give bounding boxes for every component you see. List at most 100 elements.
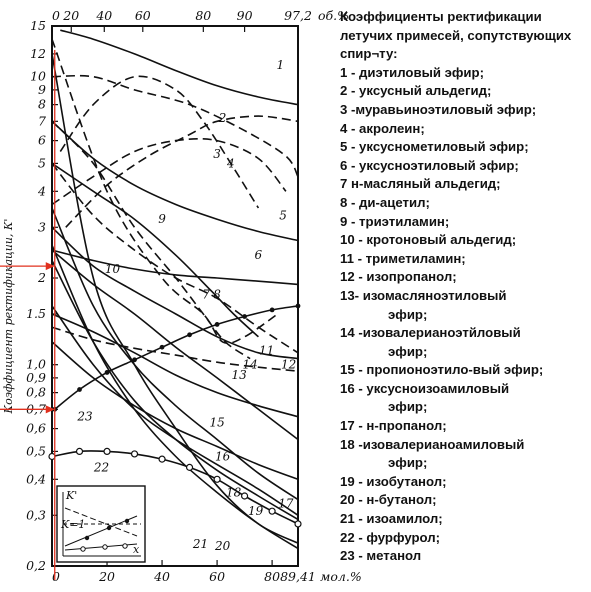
series-22-line [51, 450, 299, 525]
series-23-line [54, 305, 299, 410]
series-17-line [51, 207, 299, 501]
series-7-label: 7 [202, 288, 210, 302]
bottom-axis-unit: мол.% [320, 569, 362, 584]
series-21-label: 21 [192, 537, 208, 551]
legend-item: 11 - триметиламин; [340, 250, 466, 266]
legend-item: 4 - акролеин; [340, 120, 425, 136]
series-11-line [51, 162, 299, 354]
x-tick-label-top-3: 60 [135, 8, 151, 23]
series-13-line [51, 326, 299, 372]
series-23-point-7 [242, 314, 247, 319]
series-22-point-1 [75, 447, 84, 455]
series-23-label: 23 [76, 410, 93, 424]
series-11-label: 11 [259, 344, 274, 358]
y-tick-label-13: 0,9 [26, 370, 46, 385]
series-12-line [51, 249, 299, 286]
series-9-line [51, 38, 279, 345]
x-tick-label-bottom-2: 40 [153, 569, 170, 584]
series-13-label: 13 [231, 368, 247, 382]
red-marker-arrow-0 [45, 262, 55, 271]
series-22-point-0 [48, 452, 56, 461]
y-tick-label-8: 4 [37, 183, 46, 198]
y-tick-label-9: 3 [38, 219, 46, 234]
series-2-line [65, 115, 299, 228]
series-12-label: 12 [281, 358, 296, 372]
legend-item: 5 - уксусноме­тиловый эфир; [340, 139, 529, 155]
legend-item: 21 - изоамилол; [340, 511, 443, 527]
legend-item: 2 - уксусный альдегид; [340, 83, 492, 99]
inset-open-point-0 [80, 546, 86, 552]
x-tick-label-top-5: 90 [237, 8, 253, 23]
y-tick-label-17: 0,5 [26, 443, 46, 458]
series-14-label: 14 [242, 358, 257, 372]
legend-item: эфир; [388, 343, 428, 359]
legend-item: 16 - уксусноизоамиловый [340, 380, 510, 396]
y-tick-label-14: 0,8 [26, 385, 46, 400]
series-23-point-4 [159, 344, 165, 350]
series-22-point-3 [130, 450, 139, 458]
inset-ref-label: K=1 [60, 518, 85, 531]
series-14-line [51, 249, 299, 441]
legend-item: 9 - триэтиламин; [340, 213, 450, 229]
x-tick-label-top-4: 80 [195, 8, 211, 23]
series-19-label: 19 [248, 504, 264, 518]
series-23-point-1 [77, 387, 82, 392]
legend-item: 18 -изовалерианоамиловый [340, 436, 525, 452]
series-21-line [51, 53, 299, 544]
legend-item: 20 - н-бутанол; [340, 492, 437, 508]
series-22-point-6 [213, 475, 221, 483]
series-1-label: 1 [277, 58, 285, 72]
inset-curve-1 [64, 507, 138, 537]
y-tick-label-18: 0,4 [26, 471, 46, 486]
series-4-line [51, 138, 287, 206]
series-15-line [51, 313, 299, 418]
legend-item: 12 - изопропанол; [340, 269, 457, 285]
legend-title: Коэффициенты ректификации летучих примес… [340, 9, 572, 62]
legend-item: 22 - фурфурол; [340, 529, 441, 545]
series-6-line [51, 120, 299, 242]
chart-legend: Коэффициенты ректификации летучих примес… [340, 8, 588, 566]
series-22-point-5 [185, 463, 194, 471]
y-tick-label-4: 8 [38, 97, 46, 112]
y-tick-label-2: 10 [30, 69, 46, 84]
legend-item: 1 - диэтиловый эфир; [340, 64, 484, 80]
legend-item: 7 н-масляный альдегид; [340, 176, 501, 192]
legend-item: 6 - уксусноэтиловый эфир; [340, 157, 519, 173]
red-marker-arrow-1 [45, 405, 55, 414]
y-tick-label-10: 2 [37, 270, 46, 285]
legend-item: 19 - изобутанол; [340, 473, 447, 489]
series-6-label: 6 [255, 248, 263, 262]
inset-open-point-2 [122, 543, 128, 549]
series-18-label: 18 [226, 485, 242, 499]
series-5-label: 5 [279, 208, 287, 222]
legend-item: 15 - пропионоэтило-вый эфир; [340, 362, 544, 378]
legend-item: 8 - ди-ацетил; [340, 194, 430, 210]
series-23-point-6 [214, 322, 220, 327]
legend-item: эфир; [388, 399, 428, 415]
x-tick-label-bottom-4: 80 [264, 569, 280, 584]
series-23-point-9 [295, 303, 301, 309]
series-22-point-4 [158, 455, 166, 463]
x-tick-label-top-1: 20 [62, 8, 79, 23]
series-22-label: 22 [93, 460, 109, 474]
y-tick-label-20: 0,2 [26, 558, 46, 573]
x-tick-label-bottom-3: 60 [209, 569, 225, 584]
series-9-label: 9 [158, 212, 166, 226]
series-8-label: 8 [213, 288, 221, 302]
series-3-label: 3 [213, 147, 221, 161]
legend-item: 13- изомасляноэтиловый [340, 287, 507, 303]
series-5-line [51, 74, 299, 178]
series-10-line [51, 226, 299, 360]
legend-item: 17 - н-пропанол; [340, 418, 447, 434]
y-axis-title: Коэффициент ректификации, К' [2, 219, 15, 415]
series-23-point-5 [187, 332, 192, 338]
legend-item: 14 -изовалерианоэтйловый [340, 325, 521, 341]
series-2-label: 2 [218, 111, 227, 125]
series-23-point-8 [269, 307, 275, 313]
legend-item: эфир; [388, 306, 428, 322]
series-8-line [51, 162, 259, 338]
y-tick-label-1: 12 [30, 46, 46, 61]
legend-item: 23 - метанол [340, 548, 422, 564]
series-22-point-7 [240, 492, 249, 500]
y-tick-label-16: 0,6 [26, 421, 46, 436]
